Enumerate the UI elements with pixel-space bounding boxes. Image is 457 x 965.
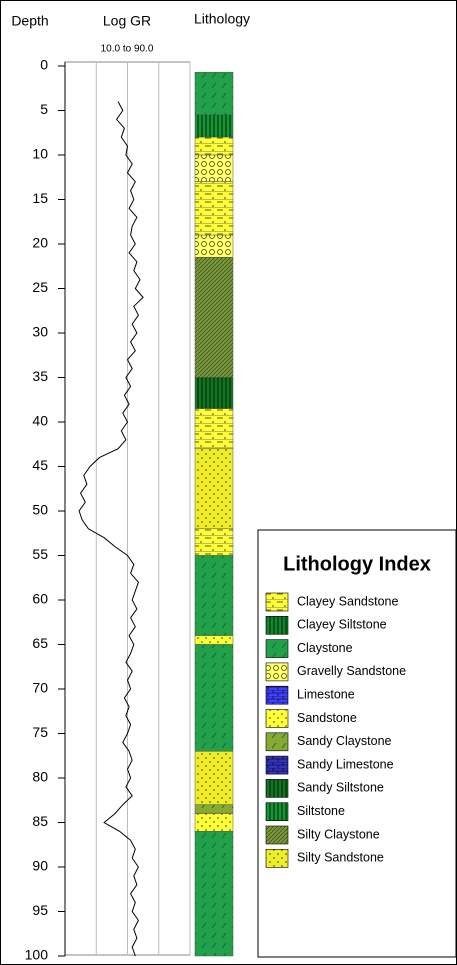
legend-pattern bbox=[266, 849, 288, 868]
y-tick-label: 50 bbox=[32, 502, 48, 518]
y-tick-label: 65 bbox=[32, 635, 48, 651]
y-tick-label: 20 bbox=[32, 235, 48, 251]
lithology-pattern bbox=[195, 644, 233, 752]
legend-label: Siltstone bbox=[297, 804, 345, 818]
y-tick-label: 10 bbox=[32, 146, 48, 162]
y-tick-label: 90 bbox=[32, 858, 48, 874]
lithology-pattern bbox=[195, 181, 233, 236]
lithology-pattern bbox=[195, 555, 233, 636]
y-tick-label: 25 bbox=[32, 279, 48, 295]
legend-pattern bbox=[266, 639, 288, 658]
legend-pattern bbox=[266, 779, 288, 798]
legend-label: Claystone bbox=[297, 641, 353, 655]
lithology-pattern bbox=[195, 137, 233, 155]
lithology-pattern bbox=[195, 813, 233, 832]
depth-header: Depth bbox=[11, 13, 48, 29]
legend-pattern bbox=[266, 802, 288, 821]
lithology-pattern bbox=[195, 155, 233, 182]
legend-label: Sandstone bbox=[297, 711, 357, 725]
lithology-pattern bbox=[195, 235, 233, 258]
legend-label: Limestone bbox=[297, 687, 355, 701]
y-tick-label: 85 bbox=[32, 813, 48, 829]
legend-pattern bbox=[266, 593, 288, 611]
y-tick-label: 80 bbox=[32, 769, 48, 785]
y-tick-label: 60 bbox=[32, 591, 48, 607]
lithology-pattern bbox=[195, 528, 233, 556]
y-tick-label: 100 bbox=[25, 947, 49, 963]
gr-curve bbox=[78, 101, 144, 957]
y-tick-label: 55 bbox=[32, 546, 48, 562]
legend-pattern bbox=[266, 662, 288, 681]
y-tick-label: 40 bbox=[32, 413, 48, 429]
legend-label: Sandy Siltstone bbox=[297, 781, 384, 795]
y-tick-label: 35 bbox=[32, 368, 48, 384]
y-tick-label: 5 bbox=[40, 101, 48, 117]
legend-label: Clayey Siltstone bbox=[297, 618, 387, 632]
log-header: Log GR bbox=[103, 13, 151, 29]
legend-pattern bbox=[266, 732, 288, 751]
legend-label: Sandy Limestone bbox=[297, 757, 394, 771]
legend-label: Gravelly Sandstone bbox=[297, 664, 406, 678]
legend-box bbox=[257, 529, 457, 958]
legend-pattern bbox=[266, 686, 288, 705]
lithology-pattern bbox=[195, 257, 233, 378]
lithology-pattern bbox=[195, 751, 233, 805]
legend-pattern bbox=[266, 709, 288, 728]
legend-label: Silty Claystone bbox=[297, 827, 380, 841]
y-tick-label: 95 bbox=[32, 902, 48, 918]
legend-label: Silty Sandstone bbox=[297, 851, 384, 865]
lithology-pattern bbox=[195, 408, 233, 449]
lithology-pattern bbox=[195, 448, 233, 529]
legend-pattern bbox=[266, 826, 288, 844]
legend-label: Sandy Claystone bbox=[297, 734, 392, 748]
lithology-pattern bbox=[195, 72, 233, 115]
legend-title: Lithology Index bbox=[283, 553, 431, 575]
lithology-pattern bbox=[195, 114, 233, 138]
legend-pattern bbox=[266, 616, 288, 635]
lithology-pattern bbox=[195, 635, 233, 645]
y-tick-label: 70 bbox=[32, 680, 48, 696]
legend-pattern bbox=[266, 756, 288, 775]
range-label: 10.0 to 90.0 bbox=[101, 44, 154, 55]
lithology-header: Lithology bbox=[194, 11, 250, 27]
y-tick-label: 15 bbox=[32, 190, 48, 206]
y-tick-label: 30 bbox=[32, 324, 48, 340]
y-tick-label: 75 bbox=[32, 724, 48, 740]
y-tick-label: 45 bbox=[32, 457, 48, 473]
lithology-pattern bbox=[195, 831, 233, 956]
legend-label: Clayey Sandstone bbox=[297, 594, 399, 608]
y-tick-label: 0 bbox=[40, 57, 48, 73]
lithology-pattern bbox=[195, 804, 233, 814]
lithology-pattern bbox=[195, 377, 233, 409]
